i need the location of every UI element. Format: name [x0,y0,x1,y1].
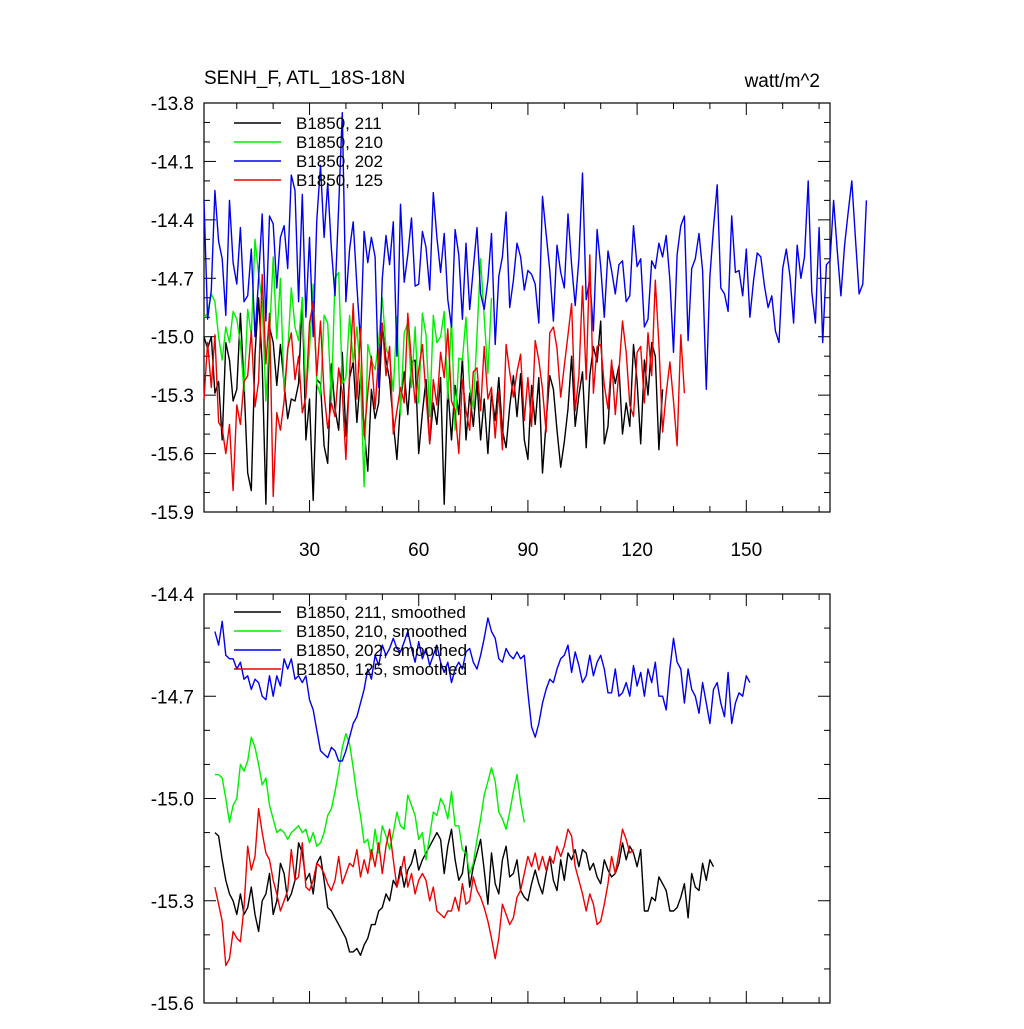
legend-label-211: B1850, 211, smoothed [296,603,466,622]
series-line-210 [214,733,525,875]
legend-label-125: B1850, 125, smoothed [296,660,467,679]
legend-label-202: B1850, 202 [296,152,383,171]
y-tick-label: -14.4 [151,211,195,232]
x-tick-label: 90 [517,540,538,561]
x-tick-label: 30 [299,540,320,561]
series-line-210 [203,238,493,488]
y-tick-label: -15.9 [151,503,194,524]
legend-label-202: B1850, 202, smoothed [296,641,467,660]
y-tick-label: -15.3 [151,892,194,913]
bottom-panel: -14.4 -14.7 -15.0 -15.3 -15.6 B1850, 211, smo… [151,585,831,1015]
top-panel: -13.8 -14.1 -14.4 -14.7 -15.0 -15.3 -15.6 -15.9… [151,94,868,561]
series-line-125 [214,808,634,967]
legend-label-210: B1850, 210, smoothed [296,622,467,641]
y-tick-label: -15.6 [151,994,194,1015]
legend-label-125: B1850, 125 [296,171,383,190]
y-tick-label: -13.8 [151,94,194,115]
legend-label-211: B1850, 211 [296,114,382,133]
y-tick-label: -14.4 [151,585,195,606]
y-tick-label: -15.3 [151,386,194,407]
y-tick-label: -15.0 [151,790,194,811]
plot-frame [203,102,831,513]
series-line-125 [203,254,686,498]
y-tick-label: -14.1 [151,152,194,173]
units-label: watt/m^2 [744,71,820,92]
series-line-211 [214,828,715,956]
y-tick-label: -14.7 [151,687,194,708]
y-tick-label: -15.0 [151,328,194,349]
y-tick-label: -15.6 [151,445,194,466]
series-line-211 [203,297,664,505]
y-tick-label: -14.7 [151,269,194,290]
x-tick-label: 150 [730,540,762,561]
x-tick-label: 120 [621,540,653,561]
legend-label-210: B1850, 210 [296,133,383,152]
series-line-202 [214,617,751,762]
chart-title: SENH_F, ATL_18S-18N [204,68,405,89]
series-line-202 [203,111,868,390]
x-tick-label: 60 [408,540,429,561]
